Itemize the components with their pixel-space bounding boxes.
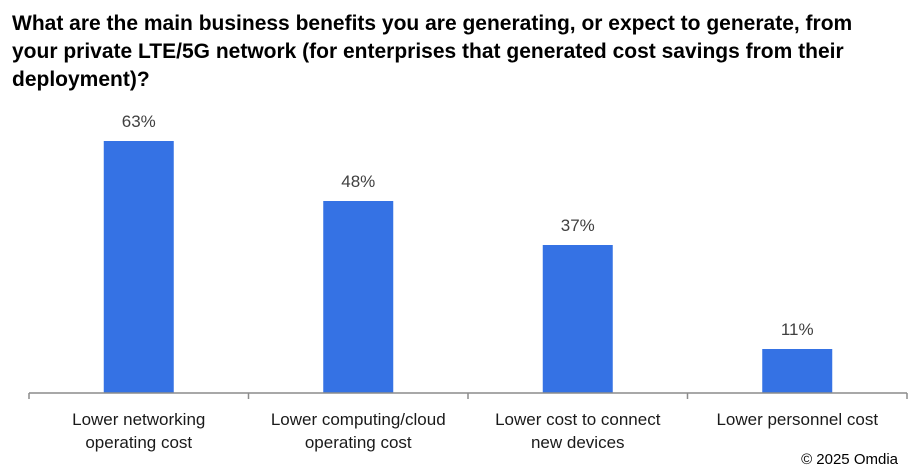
value-label-3: 37% [561, 216, 595, 235]
labels-group: 63% Lower networking operating cost 48% Lowe… [72, 112, 878, 452]
value-label-2: 48% [341, 172, 375, 191]
bars-group [103, 141, 833, 393]
bar-2 [323, 201, 394, 393]
category-label-1: Lower networking operating cost [72, 410, 205, 452]
chart-title: What are the main business benefits you … [12, 12, 853, 91]
bar-4 [762, 349, 833, 393]
category-label-2: Lower computing/cloud operating cost [271, 410, 446, 452]
category-label-3: Lower cost to connect new devices [495, 410, 661, 452]
value-label-1: 63% [122, 112, 156, 131]
x-axis [28, 392, 908, 399]
value-label-4: 11% [781, 320, 814, 339]
bar-3 [542, 245, 613, 393]
copyright-notice: © 2025 Omdia [801, 451, 898, 468]
category-label-4: Lower personnel cost [716, 410, 878, 429]
bar-1 [103, 141, 174, 393]
